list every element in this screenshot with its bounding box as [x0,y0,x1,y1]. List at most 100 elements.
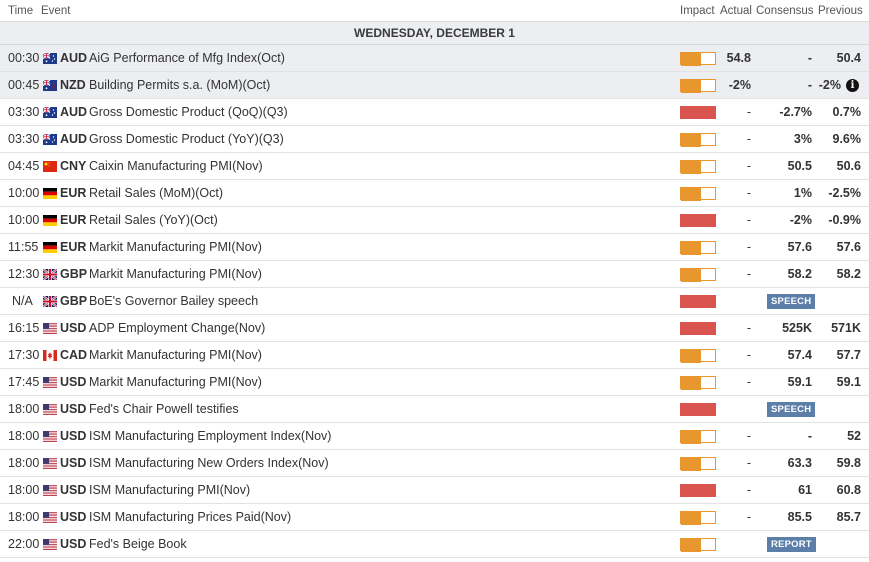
consensus-value: 57.4 [787,348,812,362]
event-name[interactable]: Markit Manufacturing PMI(Nov) [89,267,262,281]
event-name[interactable]: Markit Manufacturing PMI(Nov) [89,240,262,254]
event-time: 16:15 [8,321,40,335]
impact-indicator [680,376,716,390]
event-row[interactable]: 12:30 GBP Markit Manufacturing PMI(Nov) - 58… [0,261,869,288]
event-time: 10:00 [8,213,40,227]
event-row[interactable]: 00:45 NZD Building Permits s.a. (MoM)(Oct)… [0,72,869,99]
currency-code: USD [60,321,87,335]
event-name[interactable]: ISM Manufacturing New Orders Index(Nov) [89,456,329,470]
impact-indicator [680,457,716,471]
actual-value: - [746,429,751,443]
previous-value: 50.6 [836,159,861,173]
impact-indicator [680,133,716,147]
info-icon[interactable]: i [846,79,859,92]
de-flag-icon [43,188,57,199]
event-row[interactable]: 11:55 EUR Markit Manufacturing PMI(Nov) - 57… [0,234,869,261]
event-row[interactable]: 03:30 AUD Gross Domestic Product (QoQ)(Q3)… [0,99,869,126]
event-name[interactable]: Retail Sales (YoY)(Oct) [89,213,218,227]
currency-code: GBP [60,294,88,308]
previous-value: 58.2 [836,267,861,281]
consensus-value: 85.5 [787,510,812,524]
event-row[interactable]: 10:00 EUR Retail Sales (MoM)(Oct) - 1% -2.5% [0,180,869,207]
actual-value: 54.8 [726,51,751,65]
currency-code: USD [60,375,87,389]
previous-value: -0.9% [828,213,861,227]
actual-value: - [746,240,751,254]
event-name[interactable]: BoE's Governor Bailey speech [89,294,259,308]
currency-code: USD [60,429,87,443]
event-name[interactable]: Retail Sales (MoM)(Oct) [89,186,224,200]
impact-fill [680,484,716,497]
us-flag-icon [43,404,57,415]
actual-value: - [746,348,751,362]
event-name[interactable]: AiG Performance of Mfg Index(Oct) [89,51,285,65]
event-row[interactable]: 04:45 CNY Caixin Manufacturing PMI(Nov) - 50… [0,153,869,180]
au-flag-icon [43,134,57,145]
previous-value: 52 [847,429,861,443]
event-row[interactable]: 18:00 USD ISM Manufacturing Prices Paid(No… [0,504,869,531]
actual-value: -2% [728,78,751,92]
previous-value: 9.6% [832,132,862,146]
event-name[interactable]: ISM Manufacturing Employment Index(Nov) [89,429,332,443]
day-header: WEDNESDAY, DECEMBER 1 [0,22,869,45]
impact-indicator [680,322,716,335]
event-type-badge: SPEECH [767,402,816,417]
event-row[interactable]: 16:15 USD ADP Employment Change(Nov) - 525K 5… [0,315,869,342]
actual-value: - [746,105,751,119]
event-name[interactable]: Markit Manufacturing PMI(Nov) [89,375,262,389]
impact-fill [680,214,716,227]
consensus-value: - [807,78,812,92]
impact-fill [681,242,702,255]
previous-value: 57.6 [836,240,861,254]
nz-flag-icon [43,80,57,91]
de-flag-icon [43,242,57,253]
consensus-value: 61 [798,483,812,497]
event-row[interactable]: 17:45 USD Markit Manufacturing PMI(Nov) - 59… [0,369,869,396]
event-row[interactable]: 22:00 USD Fed's Beige Book REPORT [0,531,869,558]
impact-fill [681,53,702,66]
impact-indicator [680,484,716,497]
event-row[interactable]: 17:30 CAD Markit Manufacturing PMI(Nov) - 57… [0,342,869,369]
actual-value: - [746,456,751,470]
actual-value: - [746,213,751,227]
event-name[interactable]: Building Permits s.a. (MoM)(Oct) [89,78,271,92]
consensus-value: 50.5 [787,159,812,173]
event-row[interactable]: 00:30 AUD AiG Performance of Mfg Index(Oct… [0,45,869,72]
event-time: 22:00 [8,537,40,551]
event-row[interactable]: N/A GBP BoE's Governor Bailey speech SPEECH [0,288,869,315]
impact-indicator [680,268,716,282]
currency-code: USD [60,510,87,524]
event-name[interactable]: Markit Manufacturing PMI(Nov) [89,348,262,362]
event-name[interactable]: ISM Manufacturing Prices Paid(Nov) [89,510,292,524]
event-name[interactable]: Gross Domestic Product (YoY)(Q3) [89,132,284,146]
impact-indicator [680,403,716,416]
event-time: 17:45 [8,375,40,389]
actual-value: - [746,159,751,173]
currency-code: USD [60,537,87,551]
event-type-badge: SPEECH [767,294,816,309]
event-row[interactable]: 18:00 USD Fed's Chair Powell testifies SPEE… [0,396,869,423]
event-row[interactable]: 10:00 EUR Retail Sales (YoY)(Oct) - -2% -0.9% [0,207,869,234]
us-flag-icon [43,377,57,388]
event-name[interactable]: Caixin Manufacturing PMI(Nov) [89,159,263,173]
consensus-value: 63.3 [787,456,812,470]
event-row[interactable]: 18:00 USD ISM Manufacturing Employment Ind… [0,423,869,450]
event-name[interactable]: ISM Manufacturing PMI(Nov) [89,483,251,497]
event-name[interactable]: Fed's Beige Book [89,537,187,551]
previous-value: -2% [818,78,841,92]
event-row[interactable]: 18:00 USD ISM Manufacturing New Orders Ind… [0,450,869,477]
actual-value: - [746,132,751,146]
impact-fill [681,269,702,282]
us-flag-icon [43,323,57,334]
currency-code: GBP [60,267,88,281]
event-row[interactable]: 18:00 USD ISM Manufacturing PMI(Nov) - 61 60.… [0,477,869,504]
impact-indicator [680,79,716,93]
event-name[interactable]: Gross Domestic Product (QoQ)(Q3) [89,105,288,119]
event-name[interactable]: ADP Employment Change(Nov) [89,321,266,335]
event-row[interactable]: 03:30 AUD Gross Domestic Product (YoY)(Q3)… [0,126,869,153]
actual-value: - [746,186,751,200]
event-name[interactable]: Fed's Chair Powell testifies [89,402,239,416]
col-impact: Impact [680,4,715,17]
table-header: Time Event Impact Actual Consensus Previ… [0,0,869,22]
